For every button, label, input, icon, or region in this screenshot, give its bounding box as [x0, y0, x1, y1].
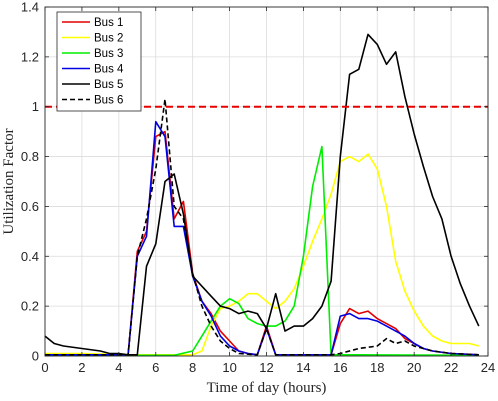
x-tick-label: 12	[259, 360, 273, 375]
x-tick-label: 2	[78, 360, 85, 375]
legend-label-bus-6: Bus 6	[94, 95, 123, 107]
legend-label-bus-1: Bus 1	[94, 17, 123, 29]
x-tick-label: 8	[189, 360, 196, 375]
x-tick-label: 0	[41, 360, 48, 375]
x-tick-label: 22	[444, 360, 458, 375]
series-line-bus-3	[45, 145, 479, 357]
x-tick-label: 14	[296, 360, 310, 375]
y-tick-label: 1	[32, 99, 39, 114]
legend-box	[56, 11, 142, 112]
series-line-bus-6	[45, 98, 479, 356]
legend-label-bus-5: Bus 5	[94, 79, 123, 91]
x-tick-label: 6	[152, 360, 159, 375]
x-tick-label: 4	[115, 360, 122, 375]
x-tick-label: 10	[222, 360, 236, 375]
y-tick-label: 0.8	[21, 149, 39, 164]
series-lines	[44, 33, 488, 357]
y-tick-label: 0.4	[21, 249, 39, 264]
series-line-bus-2	[45, 153, 480, 356]
y-tick-label: 1.2	[21, 49, 39, 64]
y-tick-label: 0.6	[21, 199, 39, 214]
legend-label-bus-2: Bus 2	[94, 33, 123, 45]
x-tick-label: 16	[333, 360, 347, 375]
x-axis-label: Time of day (hours)	[207, 380, 327, 396]
y-tick-label: 0.2	[21, 299, 39, 314]
x-tick-label: 18	[370, 360, 384, 375]
x-tick-label: 20	[407, 360, 421, 375]
x-tick-label: 24	[481, 360, 495, 375]
y-tick-label: 0	[32, 349, 39, 364]
series-line-bus-5	[44, 33, 480, 356]
y-axis-label: Utilization Factor	[1, 128, 17, 234]
y-tick-label: 1.4	[21, 0, 39, 15]
legend-label-bus-4: Bus 4	[94, 64, 124, 76]
legend: Bus 1 Bus 2 Bus 3 Bus 4 Bus 5 Bus 6	[56, 11, 142, 112]
axis-ticks: 0 2 4 6 8 10 12 14 16 18 20 22 2400.20.40.60.811.21.…	[21, 0, 495, 375]
legend-label-bus-3: Bus 3	[94, 48, 123, 60]
